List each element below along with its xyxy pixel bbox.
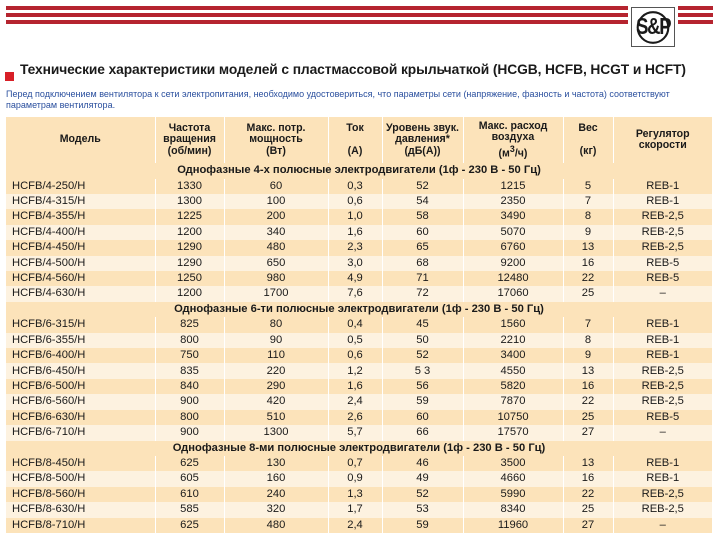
svg-text:S&P: S&P — [636, 14, 671, 40]
